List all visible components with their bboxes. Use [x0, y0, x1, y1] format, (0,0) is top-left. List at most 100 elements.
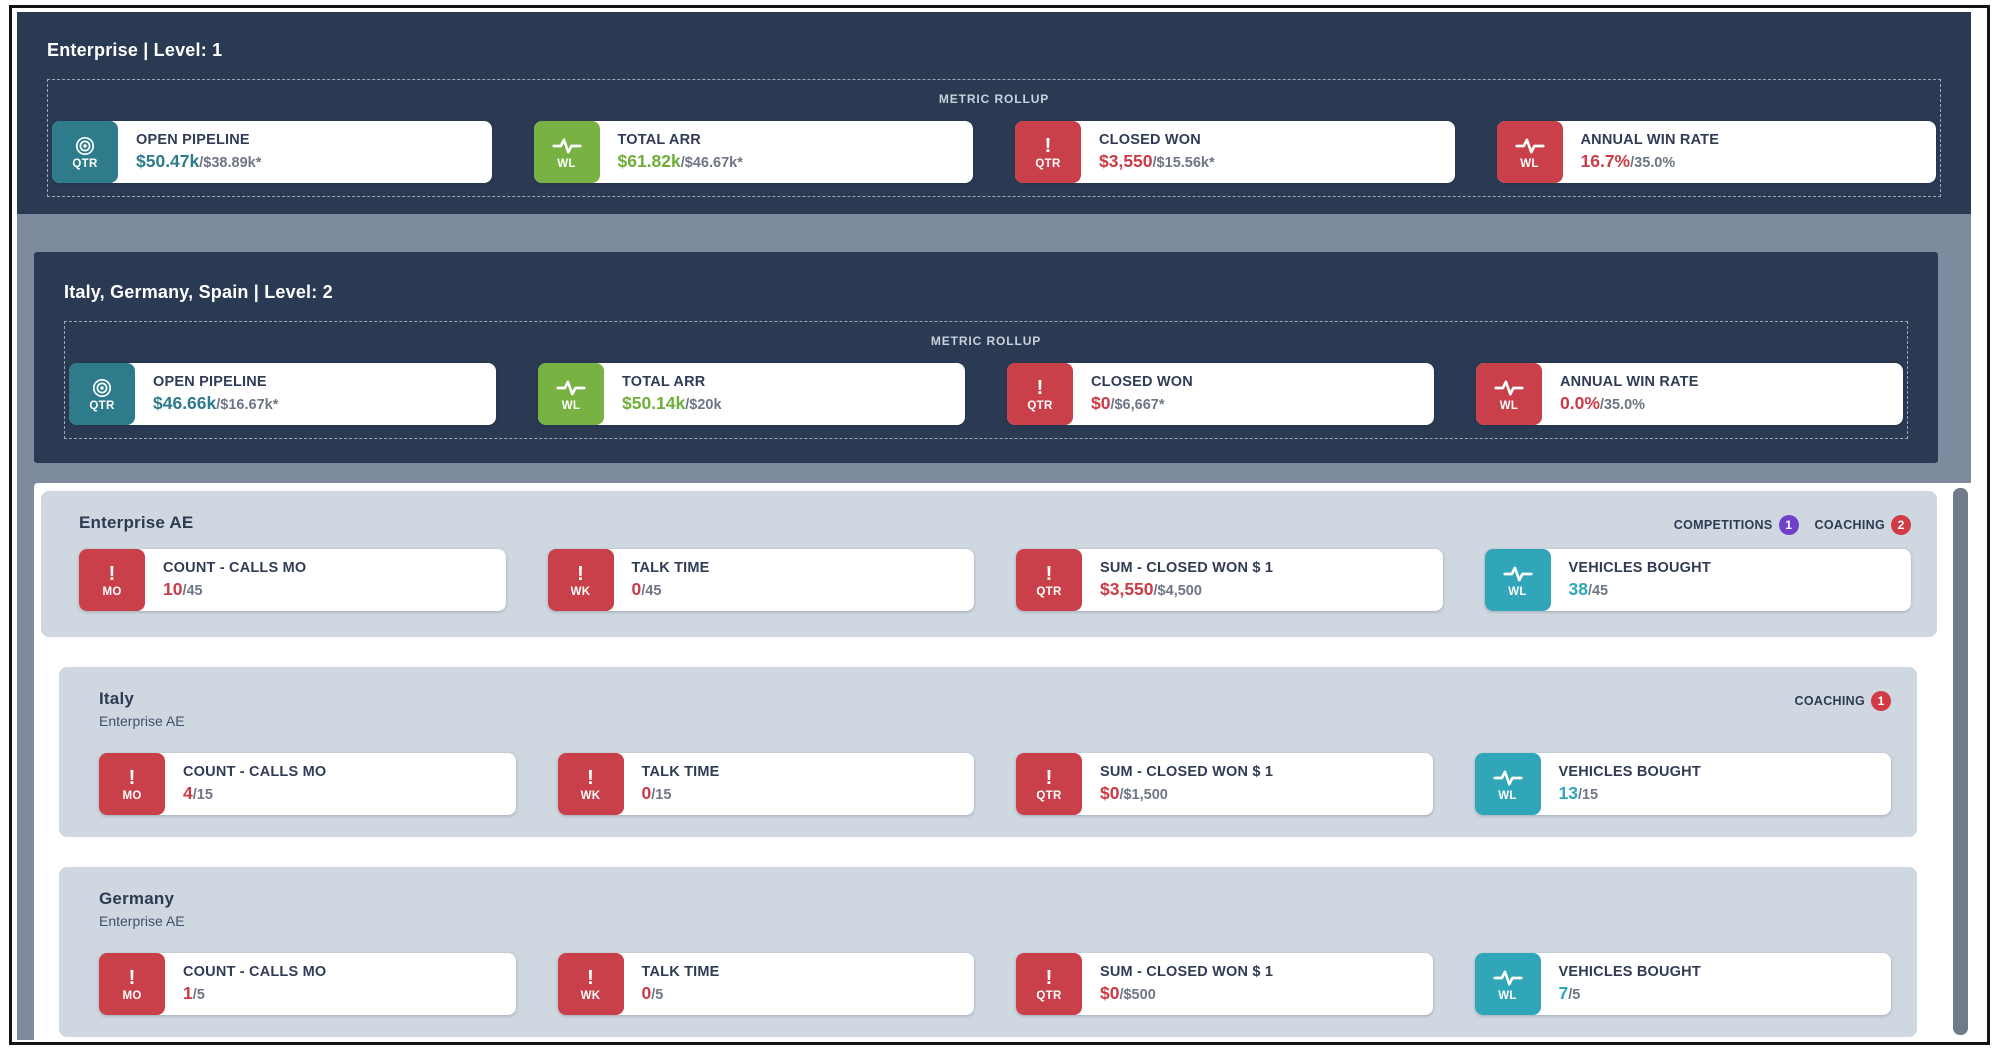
level-2-title: Italy, Germany, Spain | Level: 2 — [64, 282, 333, 302]
period-badge: ! WK — [547, 549, 614, 611]
vertical-scrollbar[interactable] — [1953, 488, 1968, 1035]
metric-card-count-calls-mo[interactable]: ! MO COUNT - CALLS MO 4/15 — [99, 753, 516, 815]
alert-icon: ! — [587, 766, 594, 789]
metric-title: CLOSED WON — [1091, 374, 1193, 390]
metric-value: $0 — [1100, 983, 1120, 1003]
metric-target: /5 — [192, 987, 205, 1003]
period-badge: ! QTR — [1016, 753, 1082, 815]
metric-value: 13 — [1558, 783, 1578, 803]
coaching-count: 2 — [1891, 515, 1911, 535]
metric-title: VEHICLES BOUGHT — [1568, 560, 1711, 576]
level-2-metric-rollup: METRIC ROLLUP QTR OPEN PIPELINE $46.66k/… — [64, 321, 1908, 439]
metric-card-closed-won[interactable]: ! QTR CLOSED WON $3,550/$15.56k* — [1015, 121, 1455, 183]
metric-card-vehicles-bought[interactable]: WL VEHICLES BOUGHT 13/15 — [1474, 753, 1891, 815]
metric-value: 10 — [163, 579, 183, 599]
metric-value: 4 — [183, 783, 193, 803]
pulse-icon — [1493, 767, 1523, 789]
period-badge: ! QTR — [1007, 363, 1073, 425]
dashboard-canvas: Enterprise | Level: 1 METRIC ROLLUP QTR … — [17, 12, 1971, 1040]
period-badge: QTR — [69, 363, 135, 425]
period-badge: QTR — [52, 121, 118, 183]
metric-card-vehicles-bought[interactable]: WL VEHICLES BOUGHT 7/5 — [1474, 953, 1891, 1015]
alert-icon: ! — [577, 562, 584, 585]
metric-title: ANNUAL WIN RATE — [1560, 374, 1699, 390]
metric-title: SUM - CLOSED WON $ 1 — [1100, 560, 1274, 576]
coaching-badge[interactable]: COACHING 1 — [1795, 691, 1891, 711]
metric-title: TOTAL ARR — [617, 132, 701, 148]
period-badge: ! QTR — [1016, 549, 1082, 611]
alert-icon: ! — [1045, 966, 1053, 989]
period-label: QTR — [1035, 157, 1061, 170]
period-label: WL — [1499, 399, 1519, 412]
metric-value: $0 — [1091, 393, 1111, 413]
level-2-cards-row: QTR OPEN PIPELINE $46.66k/$16.67k* WL TO… — [69, 363, 1903, 425]
metric-card-sum-closed-won[interactable]: ! QTR SUM - CLOSED WON $ 1 $0/$500 — [1016, 953, 1433, 1015]
metric-card-count-calls-mo[interactable]: ! MO COUNT - CALLS MO 10/45 — [79, 549, 506, 611]
level-1-metric-rollup: METRIC ROLLUP QTR OPEN PIPELINE $50.47k/… — [47, 79, 1941, 197]
period-badge: ! MO — [79, 549, 145, 611]
metric-rollup-label: METRIC ROLLUP — [930, 334, 1042, 348]
metric-card-total-arr[interactable]: WL TOTAL ARR $50.14k/$20k — [538, 363, 965, 425]
period-label: MO — [122, 789, 142, 802]
period-label: QTR — [1036, 585, 1062, 598]
pulse-icon — [1494, 377, 1524, 399]
metric-card-closed-won[interactable]: ! QTR CLOSED WON $0/$6,667* — [1007, 363, 1434, 425]
metric-value: $3,550 — [1099, 151, 1153, 171]
metric-card-annual-win-rate[interactable]: WL ANNUAL WIN RATE 0.0%/35.0% — [1476, 363, 1903, 425]
alert-icon: ! — [587, 966, 594, 989]
bullseye-icon — [90, 377, 114, 399]
metric-value: 0 — [631, 579, 642, 599]
metric-card-total-arr[interactable]: WL TOTAL ARR $61.82k/$46.67k* — [533, 121, 973, 183]
metric-target: /35.0% — [1599, 397, 1646, 413]
window-frame: Enterprise | Level: 1 METRIC ROLLUP QTR … — [9, 5, 1990, 1045]
metric-card-annual-win-rate[interactable]: WL ANNUAL WIN RATE 16.7%/35.0% — [1496, 121, 1936, 183]
metric-title: SUM - CLOSED WON $ 1 — [1100, 764, 1274, 780]
metric-card-count-calls-mo[interactable]: ! MO COUNT - CALLS MO 1/5 — [99, 953, 516, 1015]
period-badge: ! WK — [557, 953, 624, 1015]
period-label: WL — [1508, 585, 1527, 598]
metric-card-vehicles-bought[interactable]: WL VEHICLES BOUGHT 38/45 — [1484, 549, 1911, 611]
period-badge: ! MO — [99, 953, 165, 1015]
metric-value: $3,550 — [1100, 579, 1154, 599]
metric-card-sum-closed-won[interactable]: ! QTR SUM - CLOSED WON $ 1 $0/$1,500 — [1016, 753, 1433, 815]
metric-value: 0 — [641, 983, 652, 1003]
period-label: QTR — [89, 399, 115, 412]
team-panel-enterprise-ae: Enterprise AE COMPETITIONS 1 COACHING 2 … — [41, 491, 1937, 637]
metric-title: OPEN PIPELINE — [136, 132, 250, 148]
team-badges: COACHING 1 — [1795, 691, 1891, 711]
metric-target: /$20k — [685, 397, 722, 413]
competitions-badge[interactable]: COMPETITIONS 1 — [1674, 515, 1799, 535]
coaching-badge[interactable]: COACHING 2 — [1815, 515, 1911, 535]
metric-card-open-pipeline[interactable]: QTR OPEN PIPELINE $50.47k/$38.89k* — [52, 121, 492, 183]
metric-target: /15 — [651, 787, 672, 803]
metric-value: 0.0% — [1560, 393, 1600, 413]
metric-card-open-pipeline[interactable]: QTR OPEN PIPELINE $46.66k/$16.67k* — [69, 363, 496, 425]
level-1-title: Enterprise | Level: 1 — [47, 40, 223, 60]
metric-value: 0 — [641, 783, 652, 803]
level-1-cards-row: QTR OPEN PIPELINE $50.47k/$38.89k* WL TO… — [52, 121, 1936, 183]
metric-title: SUM - CLOSED WON $ 1 — [1100, 964, 1274, 980]
team-cards-row: ! MO COUNT - CALLS MO 1/5 ! WK TALK TIME — [99, 953, 1891, 1015]
metric-target: /5 — [1568, 987, 1581, 1003]
metric-target: /45 — [182, 583, 203, 599]
metric-card-talk-time[interactable]: ! WK TALK TIME 0/5 — [557, 953, 974, 1015]
metric-title: COUNT - CALLS MO — [163, 560, 307, 576]
metric-rollup-label: METRIC ROLLUP — [938, 92, 1050, 106]
metric-title: ANNUAL WIN RATE — [1580, 132, 1720, 148]
teams-container: Enterprise AE COMPETITIONS 1 COACHING 2 … — [34, 483, 1971, 1040]
period-badge: WL — [538, 363, 604, 425]
metric-target: /$500 — [1119, 987, 1156, 1003]
alert-icon: ! — [108, 562, 116, 585]
team-cards-row: ! MO COUNT - CALLS MO 10/45 ! WK TALK TI… — [79, 549, 1911, 611]
metric-card-talk-time[interactable]: ! WK TALK TIME 0/45 — [547, 549, 974, 611]
metric-target: /$38.89k* — [199, 155, 262, 171]
team-name: Enterprise AE — [79, 513, 194, 532]
metric-target: /$4,500 — [1153, 583, 1202, 599]
team-badges: COMPETITIONS 1 COACHING 2 — [1674, 515, 1911, 535]
metric-card-sum-closed-won[interactable]: ! QTR SUM - CLOSED WON $ 1 $3,550/$4,500 — [1016, 549, 1443, 611]
metric-title: COUNT - CALLS MO — [183, 964, 327, 980]
metric-card-talk-time[interactable]: ! WK TALK TIME 0/15 — [557, 753, 974, 815]
period-label: WL — [561, 399, 581, 412]
period-label: QTR — [1036, 989, 1062, 1002]
metric-target: /$46.67k* — [680, 155, 743, 171]
